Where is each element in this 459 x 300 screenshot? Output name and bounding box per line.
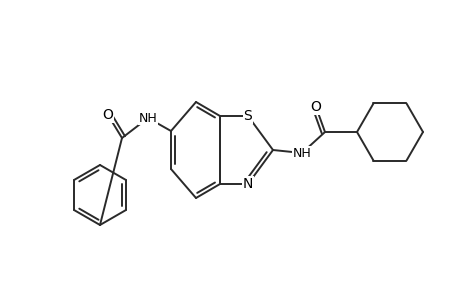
Text: S: S	[243, 109, 252, 123]
Text: O: O	[102, 108, 113, 122]
Text: NH: NH	[138, 112, 157, 124]
Text: NH: NH	[292, 146, 311, 160]
Text: N: N	[242, 177, 252, 191]
Text: O: O	[310, 100, 321, 114]
